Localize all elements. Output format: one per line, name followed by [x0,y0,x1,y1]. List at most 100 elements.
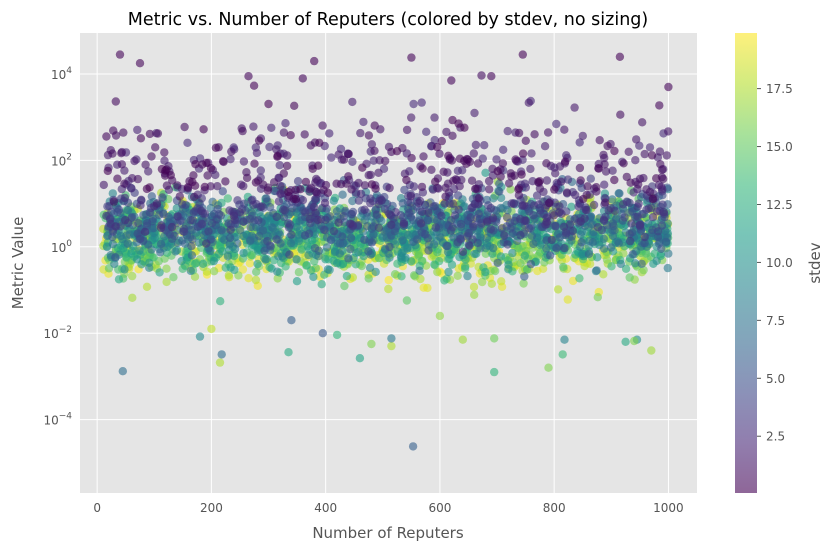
data-point [247,208,256,217]
data-point [245,259,255,268]
data-point [483,217,492,226]
data-point [109,197,119,206]
data-point [113,174,122,183]
data-point [344,149,353,159]
data-point [441,192,450,201]
data-point [570,103,579,112]
data-point [481,267,490,277]
data-point [540,142,550,151]
data-point [342,271,352,281]
data-point [664,127,673,136]
data-point [120,193,130,203]
data-point [160,148,169,157]
data-point [274,197,284,206]
data-point [653,227,663,236]
data-point [377,195,386,205]
data-point [579,194,588,204]
data-point [647,151,657,160]
data-point [580,214,589,223]
data-point [269,178,279,187]
data-point [640,232,649,242]
data-point [481,168,490,177]
data-point [645,187,655,197]
data-point [281,119,290,128]
data-point [169,273,178,282]
data-point [130,156,139,166]
data-point [508,248,517,258]
data-point [158,193,167,202]
data-point [408,442,418,451]
data-point [419,152,428,161]
data-point [338,232,347,241]
data-point [517,170,526,179]
data-point [610,206,619,215]
data-point [332,207,342,216]
data-point [444,267,453,277]
data-point [202,239,211,248]
data-point [402,175,411,185]
data-point [288,204,297,213]
data-point [119,128,128,137]
data-point [616,110,625,119]
data-point [449,199,458,208]
data-point [390,227,399,236]
data-point [348,97,357,107]
data-point [557,209,566,218]
data-point [286,239,296,248]
data-point [128,271,137,281]
data-point [236,226,245,235]
data-point [663,263,672,273]
data-point [486,203,496,213]
data-point [433,183,442,193]
data-point [519,279,528,288]
data-point [125,230,134,239]
data-point [253,259,262,269]
data-point [250,159,259,168]
data-point [565,220,575,229]
data-point [578,249,587,259]
data-point [147,152,156,161]
data-point [238,126,247,136]
data-point [484,176,494,186]
data-point [217,226,226,235]
data-point [524,98,533,107]
data-point [275,161,284,170]
data-point [239,248,248,258]
data-point [315,138,324,147]
data-point [599,216,609,225]
data-point [466,213,475,222]
data-point [364,247,373,256]
data-point [128,293,137,302]
data-point [279,213,289,222]
data-point [187,242,196,251]
data-point [217,350,226,359]
data-point [427,165,436,174]
data-point [178,200,187,209]
data-point [560,125,569,134]
data-point [433,267,442,277]
data-point [159,209,168,219]
data-point [487,72,496,81]
y-tick-label: 10−2 [43,325,72,341]
data-point [312,174,321,184]
data-point [661,237,671,246]
data-point [587,220,596,229]
data-point [453,238,462,247]
data-point [367,339,376,349]
data-point [134,219,143,228]
data-point [133,174,143,184]
data-point [360,205,369,214]
data-point [546,251,555,260]
data-point [467,176,477,185]
data-point [249,81,259,90]
data-point [521,216,531,225]
data-point [521,136,530,145]
data-point [656,160,665,169]
data-point [135,59,145,68]
data-point [635,141,644,150]
data-point [575,163,585,173]
data-point [287,230,296,239]
data-point [514,244,523,253]
data-point [115,50,125,59]
